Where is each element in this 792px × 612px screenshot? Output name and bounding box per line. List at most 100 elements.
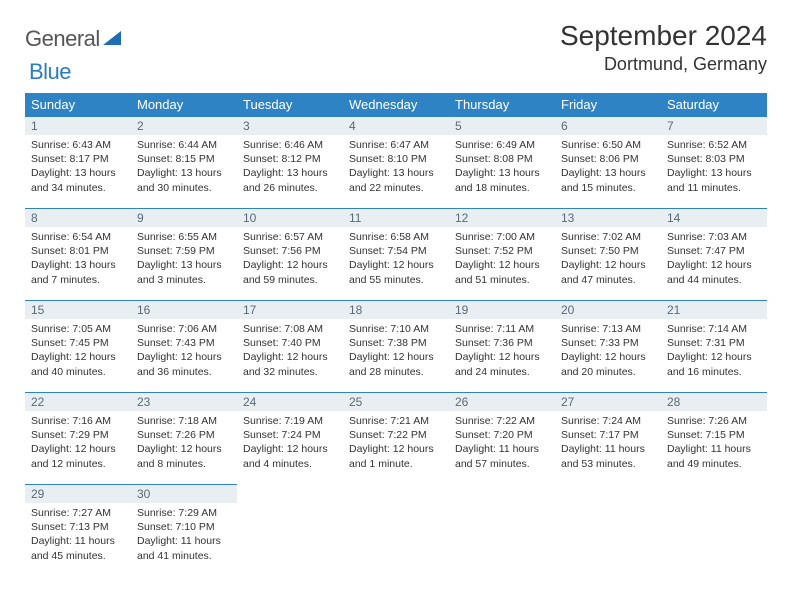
location-label: Dortmund, Germany [560, 54, 767, 75]
month-title: September 2024 [560, 20, 767, 52]
day-details: Sunrise: 7:16 AMSunset: 7:29 PMDaylight:… [25, 411, 131, 477]
day-details: Sunrise: 7:13 AMSunset: 7:33 PMDaylight:… [555, 319, 661, 385]
day-number: 22 [25, 393, 131, 411]
day-number: 14 [661, 209, 767, 227]
day-details: Sunrise: 7:02 AMSunset: 7:50 PMDaylight:… [555, 227, 661, 293]
day-number: 29 [25, 485, 131, 503]
day-number: 1 [25, 117, 131, 135]
day-number: 26 [449, 393, 555, 411]
day-details: Sunrise: 7:21 AMSunset: 7:22 PMDaylight:… [343, 411, 449, 477]
calendar-day-cell: 15Sunrise: 7:05 AMSunset: 7:45 PMDayligh… [25, 301, 131, 393]
calendar-day-cell: 9Sunrise: 6:55 AMSunset: 7:59 PMDaylight… [131, 209, 237, 301]
calendar-header-row: Sunday Monday Tuesday Wednesday Thursday… [25, 93, 767, 117]
calendar-day-cell [343, 485, 449, 577]
day-number: 27 [555, 393, 661, 411]
calendar-day-cell: 11Sunrise: 6:58 AMSunset: 7:54 PMDayligh… [343, 209, 449, 301]
day-details: Sunrise: 6:55 AMSunset: 7:59 PMDaylight:… [131, 227, 237, 293]
day-number: 9 [131, 209, 237, 227]
day-details: Sunrise: 6:54 AMSunset: 8:01 PMDaylight:… [25, 227, 131, 293]
calendar-day-cell: 27Sunrise: 7:24 AMSunset: 7:17 PMDayligh… [555, 393, 661, 485]
calendar-day-cell: 5Sunrise: 6:49 AMSunset: 8:08 PMDaylight… [449, 117, 555, 209]
calendar-day-cell [449, 485, 555, 577]
day-details: Sunrise: 7:08 AMSunset: 7:40 PMDaylight:… [237, 319, 343, 385]
day-number: 16 [131, 301, 237, 319]
logo: General [25, 26, 123, 52]
day-details: Sunrise: 6:50 AMSunset: 8:06 PMDaylight:… [555, 135, 661, 201]
calendar-day-cell: 19Sunrise: 7:11 AMSunset: 7:36 PMDayligh… [449, 301, 555, 393]
day-number: 3 [237, 117, 343, 135]
calendar-week-row: 22Sunrise: 7:16 AMSunset: 7:29 PMDayligh… [25, 393, 767, 485]
calendar-day-cell: 2Sunrise: 6:44 AMSunset: 8:15 PMDaylight… [131, 117, 237, 209]
day-number: 8 [25, 209, 131, 227]
day-number: 20 [555, 301, 661, 319]
calendar-day-cell: 28Sunrise: 7:26 AMSunset: 7:15 PMDayligh… [661, 393, 767, 485]
day-number: 13 [555, 209, 661, 227]
day-details: Sunrise: 7:18 AMSunset: 7:26 PMDaylight:… [131, 411, 237, 477]
day-number: 12 [449, 209, 555, 227]
day-details: Sunrise: 7:22 AMSunset: 7:20 PMDaylight:… [449, 411, 555, 477]
day-details: Sunrise: 7:19 AMSunset: 7:24 PMDaylight:… [237, 411, 343, 477]
calendar-day-cell: 30Sunrise: 7:29 AMSunset: 7:10 PMDayligh… [131, 485, 237, 577]
calendar-day-cell: 13Sunrise: 7:02 AMSunset: 7:50 PMDayligh… [555, 209, 661, 301]
title-block: September 2024 Dortmund, Germany [560, 20, 767, 75]
col-sunday: Sunday [25, 93, 131, 117]
day-number: 24 [237, 393, 343, 411]
calendar-day-cell: 6Sunrise: 6:50 AMSunset: 8:06 PMDaylight… [555, 117, 661, 209]
day-number: 10 [237, 209, 343, 227]
day-details: Sunrise: 6:47 AMSunset: 8:10 PMDaylight:… [343, 135, 449, 201]
day-details: Sunrise: 7:24 AMSunset: 7:17 PMDaylight:… [555, 411, 661, 477]
day-number: 6 [555, 117, 661, 135]
day-details: Sunrise: 7:05 AMSunset: 7:45 PMDaylight:… [25, 319, 131, 385]
day-number: 15 [25, 301, 131, 319]
calendar-week-row: 15Sunrise: 7:05 AMSunset: 7:45 PMDayligh… [25, 301, 767, 393]
day-details: Sunrise: 6:43 AMSunset: 8:17 PMDaylight:… [25, 135, 131, 201]
calendar-day-cell: 20Sunrise: 7:13 AMSunset: 7:33 PMDayligh… [555, 301, 661, 393]
day-number: 5 [449, 117, 555, 135]
calendar-day-cell: 4Sunrise: 6:47 AMSunset: 8:10 PMDaylight… [343, 117, 449, 209]
calendar-day-cell: 29Sunrise: 7:27 AMSunset: 7:13 PMDayligh… [25, 485, 131, 577]
calendar-table: Sunday Monday Tuesday Wednesday Thursday… [25, 93, 767, 577]
day-number: 25 [343, 393, 449, 411]
col-thursday: Thursday [449, 93, 555, 117]
calendar-day-cell: 26Sunrise: 7:22 AMSunset: 7:20 PMDayligh… [449, 393, 555, 485]
day-number: 19 [449, 301, 555, 319]
day-number: 4 [343, 117, 449, 135]
calendar-day-cell [661, 485, 767, 577]
calendar-day-cell: 16Sunrise: 7:06 AMSunset: 7:43 PMDayligh… [131, 301, 237, 393]
logo-triangle-icon [103, 29, 121, 50]
day-details: Sunrise: 7:11 AMSunset: 7:36 PMDaylight:… [449, 319, 555, 385]
day-number: 30 [131, 485, 237, 503]
day-details: Sunrise: 6:57 AMSunset: 7:56 PMDaylight:… [237, 227, 343, 293]
calendar-day-cell: 12Sunrise: 7:00 AMSunset: 7:52 PMDayligh… [449, 209, 555, 301]
calendar-week-row: 29Sunrise: 7:27 AMSunset: 7:13 PMDayligh… [25, 485, 767, 577]
calendar-week-row: 1Sunrise: 6:43 AMSunset: 8:17 PMDaylight… [25, 117, 767, 209]
col-wednesday: Wednesday [343, 93, 449, 117]
calendar-day-cell [237, 485, 343, 577]
day-number: 7 [661, 117, 767, 135]
calendar-day-cell: 10Sunrise: 6:57 AMSunset: 7:56 PMDayligh… [237, 209, 343, 301]
logo-word-2: Blue [29, 59, 71, 84]
day-details: Sunrise: 7:14 AMSunset: 7:31 PMDaylight:… [661, 319, 767, 385]
calendar-week-row: 8Sunrise: 6:54 AMSunset: 8:01 PMDaylight… [25, 209, 767, 301]
day-number: 2 [131, 117, 237, 135]
day-details: Sunrise: 7:06 AMSunset: 7:43 PMDaylight:… [131, 319, 237, 385]
day-number: 23 [131, 393, 237, 411]
day-number: 11 [343, 209, 449, 227]
col-friday: Friday [555, 93, 661, 117]
day-details: Sunrise: 7:27 AMSunset: 7:13 PMDaylight:… [25, 503, 131, 569]
day-details: Sunrise: 7:00 AMSunset: 7:52 PMDaylight:… [449, 227, 555, 293]
day-details: Sunrise: 7:03 AMSunset: 7:47 PMDaylight:… [661, 227, 767, 293]
day-details: Sunrise: 6:58 AMSunset: 7:54 PMDaylight:… [343, 227, 449, 293]
day-details: Sunrise: 7:26 AMSunset: 7:15 PMDaylight:… [661, 411, 767, 477]
calendar-day-cell: 7Sunrise: 6:52 AMSunset: 8:03 PMDaylight… [661, 117, 767, 209]
col-tuesday: Tuesday [237, 93, 343, 117]
day-details: Sunrise: 6:49 AMSunset: 8:08 PMDaylight:… [449, 135, 555, 201]
calendar-day-cell: 22Sunrise: 7:16 AMSunset: 7:29 PMDayligh… [25, 393, 131, 485]
day-number: 28 [661, 393, 767, 411]
col-monday: Monday [131, 93, 237, 117]
day-details: Sunrise: 6:52 AMSunset: 8:03 PMDaylight:… [661, 135, 767, 201]
calendar-day-cell: 8Sunrise: 6:54 AMSunset: 8:01 PMDaylight… [25, 209, 131, 301]
col-saturday: Saturday [661, 93, 767, 117]
day-number: 21 [661, 301, 767, 319]
day-details: Sunrise: 6:46 AMSunset: 8:12 PMDaylight:… [237, 135, 343, 201]
